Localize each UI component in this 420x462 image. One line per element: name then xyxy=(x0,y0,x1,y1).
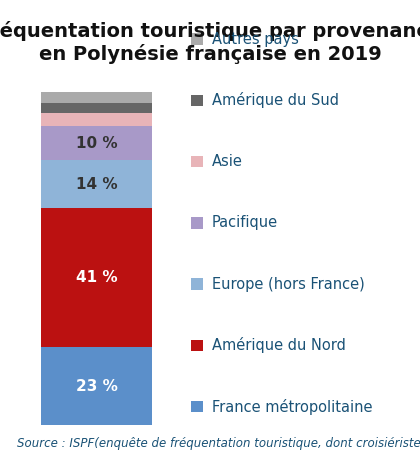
Text: 41 %: 41 % xyxy=(76,270,118,285)
Text: 14 %: 14 % xyxy=(76,176,118,192)
Text: France métropolitaine: France métropolitaine xyxy=(212,399,373,414)
Bar xyxy=(41,126,152,160)
Text: Amérique du Sud: Amérique du Sud xyxy=(212,92,339,109)
Bar xyxy=(41,160,152,208)
Bar xyxy=(41,113,152,126)
Text: Europe (hors France): Europe (hors France) xyxy=(212,277,365,292)
Text: 10 %: 10 % xyxy=(76,136,118,151)
Text: Autres pays: Autres pays xyxy=(212,32,299,47)
Bar xyxy=(41,92,152,103)
Text: 23 %: 23 % xyxy=(76,378,118,394)
Text: Pacifique: Pacifique xyxy=(212,215,278,231)
Text: Source : ISPF(enquête de fréquentation touristique, dont croisiéristes): Source : ISPF(enquête de fréquentation t… xyxy=(17,438,420,450)
Text: Asie: Asie xyxy=(212,154,243,169)
Bar xyxy=(41,103,152,113)
Text: Amérique du Nord: Amérique du Nord xyxy=(212,337,346,353)
Bar xyxy=(41,208,152,347)
Bar xyxy=(41,347,152,425)
Text: Fréquentation touristique par provenance
en Polynésie française en 2019: Fréquentation touristique par provenance… xyxy=(0,21,420,64)
